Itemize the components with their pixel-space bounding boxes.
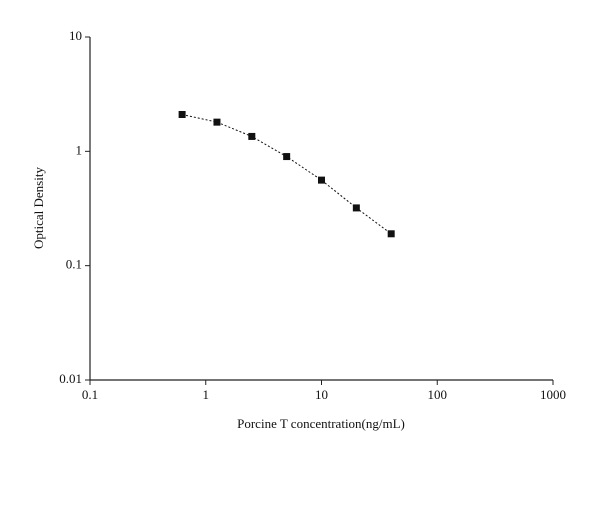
x-tick-label: 10 [315, 387, 328, 402]
y-tick-label: 10 [69, 28, 82, 43]
x-axis-label: Porcine T concentration(ng/mL) [237, 416, 405, 431]
x-tick-label: 0.1 [82, 387, 98, 402]
data-point [318, 176, 325, 184]
y-axis-label: Optical Density [31, 167, 46, 249]
x-tick-label: 100 [428, 387, 448, 402]
data-point [213, 118, 221, 126]
y-tick-label: 0.1 [66, 257, 82, 272]
series-line [182, 114, 392, 235]
data-point [352, 204, 360, 212]
data-point [283, 153, 291, 161]
y-tick-label: 0.01 [59, 371, 82, 386]
x-tick-label: 1 [203, 387, 210, 402]
y-tick-label: 1 [76, 142, 83, 157]
data-point [248, 132, 256, 140]
data-point [387, 230, 395, 238]
x-tick-label: 1000 [540, 387, 566, 402]
data-point [178, 110, 186, 118]
